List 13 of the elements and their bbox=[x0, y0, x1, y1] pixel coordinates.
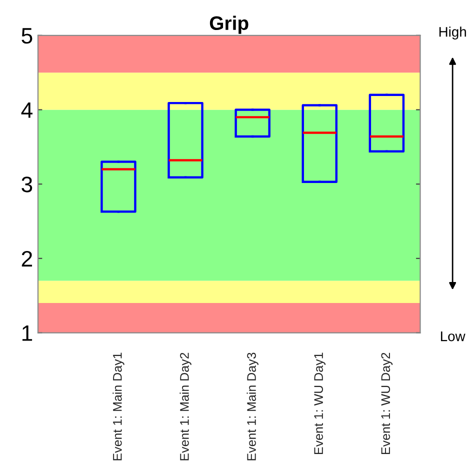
x-tick-label: Event 1: Main Day1 bbox=[112, 352, 124, 460]
x-tick-label: Event 1: Main Day2 bbox=[180, 352, 192, 460]
x-tick-label: Event 1: Main Day3 bbox=[246, 352, 258, 460]
x-tick-label: Event 1: WU Day1 bbox=[314, 352, 326, 454]
y-tick-label: 1 bbox=[22, 326, 32, 341]
text: Low bbox=[440, 332, 466, 342]
y-tick-label: 5 bbox=[22, 28, 32, 44]
y-tick-label: 2 bbox=[22, 250, 32, 266]
y-tick-label: 4 bbox=[21, 102, 32, 118]
x-tick-label: Event 1: WU Day2 bbox=[381, 352, 393, 454]
chart-title: Grip bbox=[210, 16, 248, 34]
y-tick-label: 3 bbox=[22, 176, 32, 192]
text: High bbox=[439, 26, 466, 40]
